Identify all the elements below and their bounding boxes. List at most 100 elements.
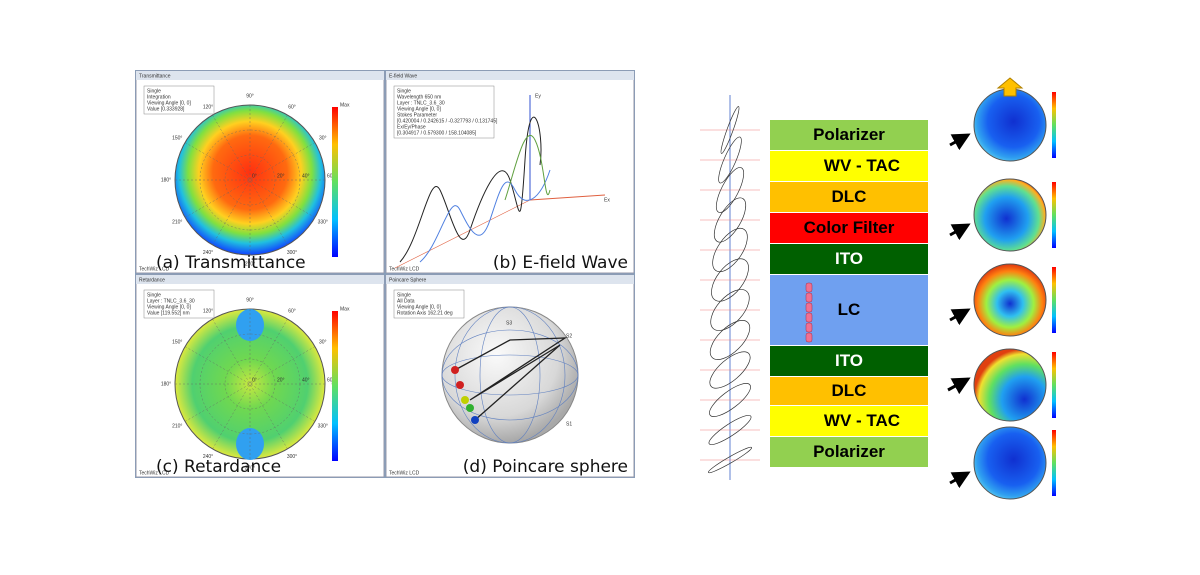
trajectory-point bbox=[451, 366, 459, 374]
angle-label: 120° bbox=[203, 105, 213, 111]
layer-label: Polarizer bbox=[813, 442, 885, 461]
angle-label: 150° bbox=[172, 339, 182, 345]
polarization-ellipse bbox=[709, 320, 751, 360]
lc-molecule bbox=[805, 292, 813, 303]
mini-colorbar bbox=[1052, 267, 1056, 333]
layer-label: ITO bbox=[835, 351, 863, 370]
angle-label: 60° bbox=[288, 105, 296, 111]
panel-caption: (b) E-field Wave bbox=[493, 253, 628, 273]
panel-footer: TechWiz LCD bbox=[389, 266, 420, 272]
polar-spoke bbox=[212, 114, 288, 246]
lc-molecule bbox=[805, 312, 813, 323]
radial-label: 0° bbox=[252, 377, 257, 383]
info-box bbox=[393, 85, 495, 139]
angle-label: 330° bbox=[318, 423, 328, 429]
polar-spoke bbox=[212, 318, 288, 450]
info-line: Value [119.552] nm bbox=[147, 310, 190, 316]
map-lobe bbox=[236, 428, 264, 460]
angle-label: 210° bbox=[172, 423, 182, 429]
angle-label: 270° bbox=[245, 261, 255, 267]
info-line: All Data bbox=[397, 298, 415, 304]
mini-colorbar bbox=[1052, 92, 1056, 158]
layer bbox=[770, 437, 928, 467]
radial-label: 40° bbox=[302, 173, 310, 179]
mini-map bbox=[973, 178, 1047, 252]
polar-spoke bbox=[184, 346, 316, 422]
panel-header-text: Retardance bbox=[139, 277, 165, 283]
pointer-arrow bbox=[947, 377, 971, 395]
mini-map bbox=[973, 88, 1047, 162]
panel-caption: (c) Retardance bbox=[156, 457, 281, 477]
lc-molecule bbox=[805, 282, 813, 293]
layer bbox=[770, 346, 928, 376]
radial-label: 20° bbox=[277, 377, 285, 383]
angle-label: 330° bbox=[318, 219, 328, 225]
pointer-arrow bbox=[949, 133, 971, 151]
panel-header-text: E-field Wave bbox=[389, 73, 417, 79]
layer-label: Polarizer bbox=[813, 125, 885, 144]
angle-label: 180° bbox=[161, 177, 171, 183]
info-line: Integration bbox=[147, 94, 171, 100]
axis-label: Ex bbox=[604, 197, 610, 203]
wave bbox=[399, 116, 542, 263]
colorbar bbox=[332, 107, 338, 257]
panel-caption: (d) Poincare sphere bbox=[463, 457, 628, 477]
axis-label: Ey bbox=[535, 93, 541, 99]
radial-label: 20° bbox=[277, 173, 285, 179]
mini-colorbar bbox=[1052, 430, 1056, 496]
colorbar-label: Max bbox=[340, 102, 350, 108]
panel-header-text: Poincare Sphere bbox=[389, 277, 426, 283]
angle-label: 120° bbox=[203, 309, 213, 315]
info-line: Wavelength 650 nm bbox=[397, 94, 441, 100]
radial-label: 40° bbox=[302, 377, 310, 383]
polarization-ellipse bbox=[712, 227, 748, 273]
pointer-arrow bbox=[949, 471, 971, 489]
colorbar-label: Max bbox=[340, 306, 350, 312]
layer-label: LC bbox=[838, 300, 861, 319]
panel-header bbox=[136, 275, 384, 284]
layer-label: DLC bbox=[832, 187, 867, 206]
angle-label: 300° bbox=[287, 454, 297, 460]
polar-spoke bbox=[184, 346, 316, 422]
info-line: [0.304917 / 0.579300 / 158.104085] bbox=[397, 130, 477, 136]
panel-caption: (a) Transmittance bbox=[156, 253, 306, 273]
mini-map bbox=[973, 426, 1047, 500]
trajectory-point bbox=[471, 416, 479, 424]
layer bbox=[770, 151, 928, 181]
layer bbox=[770, 406, 928, 436]
polarization-ellipse bbox=[709, 351, 751, 389]
layer-label: WV - TAC bbox=[824, 411, 900, 430]
polar-spoke bbox=[212, 318, 288, 450]
info-box bbox=[393, 289, 465, 319]
polarization-ellipse bbox=[709, 383, 751, 417]
angle-label: 90° bbox=[246, 297, 254, 303]
angle-label: 30° bbox=[319, 135, 327, 141]
info-line: [0.420004 / 0.242615 / -0.327793 / 0.131… bbox=[397, 118, 498, 124]
mini-map bbox=[973, 263, 1047, 337]
polarization-ellipse bbox=[718, 136, 742, 184]
info-line: Value [0.333928] bbox=[147, 106, 185, 112]
info-box bbox=[143, 85, 215, 115]
angle-label: 90° bbox=[246, 93, 254, 99]
layer-label: ITO bbox=[835, 249, 863, 268]
polarization-ellipse bbox=[720, 106, 740, 154]
info-line: Rotation Axis 162.21 deg bbox=[397, 310, 453, 316]
layer-label: Color Filter bbox=[804, 218, 895, 237]
panel-header bbox=[136, 71, 384, 80]
pointer-arrow bbox=[949, 308, 971, 326]
radial-label: 60° bbox=[327, 377, 335, 383]
panel-header-text: Transmittance bbox=[139, 73, 171, 79]
info-line: Single bbox=[147, 88, 161, 94]
sphere-grid bbox=[454, 306, 566, 444]
polar-spoke bbox=[184, 142, 316, 218]
mini-colorbar bbox=[1052, 182, 1056, 248]
info-line: Viewing Angle [0, 0] bbox=[147, 304, 191, 310]
angle-label: 60° bbox=[288, 309, 296, 315]
angle-label: 240° bbox=[203, 250, 213, 256]
info-line: Single bbox=[397, 88, 411, 94]
colorbar bbox=[332, 311, 338, 461]
angle-label: 210° bbox=[172, 219, 182, 225]
panel-footer: TechWiz LCD bbox=[389, 470, 420, 476]
wave bbox=[419, 169, 551, 263]
panel-footer: TechWiz LCD bbox=[139, 470, 170, 476]
